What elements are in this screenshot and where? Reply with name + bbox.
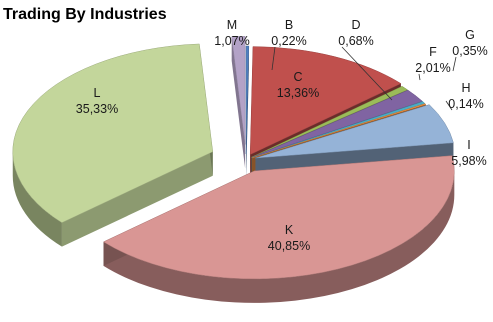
leader-line-h (445, 100, 453, 111)
leader-line-b (271, 46, 276, 71)
slice-c (249, 46, 402, 155)
slice-value-d: 0,68% (338, 34, 373, 48)
slice-value-g: 0,35% (452, 44, 487, 58)
slice-value-i: 5,98% (451, 154, 486, 168)
slice-value-f: 2,01% (415, 61, 450, 75)
slice-cut-l (61, 151, 213, 247)
slice-value-b: 0,22% (271, 34, 306, 48)
slice-l (12, 43, 214, 223)
slice-tops (12, 36, 455, 280)
slice-name-d: D (351, 18, 360, 32)
chart-title: Trading By Industries (3, 6, 167, 23)
slice-d (251, 86, 409, 158)
slice-b (245, 45, 250, 155)
slice-m (231, 36, 246, 145)
slice-name-b: B (285, 18, 293, 32)
slice-side-l (12, 151, 62, 247)
slice-side-k (103, 170, 455, 303)
slice-name-i: I (467, 138, 470, 152)
slice-name-c: C (293, 70, 302, 84)
slice-name-l: L (94, 86, 101, 100)
slice-cut-m (231, 36, 246, 169)
slice-value-k: 40,85% (268, 239, 310, 253)
slice-name-f: F (429, 45, 437, 59)
slice-value-c: 13,36% (277, 86, 319, 100)
slice-value-l: 35,33% (76, 102, 118, 116)
slice-i (255, 104, 454, 159)
slice-name-k: K (285, 223, 294, 237)
leader-line-g (452, 56, 457, 72)
slice-h (251, 103, 427, 159)
slice-name-m: M (227, 18, 237, 32)
slice-f (251, 89, 423, 158)
leader-line-d (341, 46, 393, 101)
slice-name-g: G (465, 28, 475, 42)
slice-labels: B 0,22% C 13,36% D 0,68% F 2,01% G 0,35% H 0,14% I 5,… (76, 18, 488, 253)
slice-value-m: 1,07% (214, 34, 249, 48)
slice-k (102, 155, 455, 280)
leader-lines (271, 46, 457, 111)
slice-value-h: 0,14% (448, 97, 483, 111)
leader-line-f (418, 73, 421, 81)
slice-name-h: H (461, 81, 470, 95)
